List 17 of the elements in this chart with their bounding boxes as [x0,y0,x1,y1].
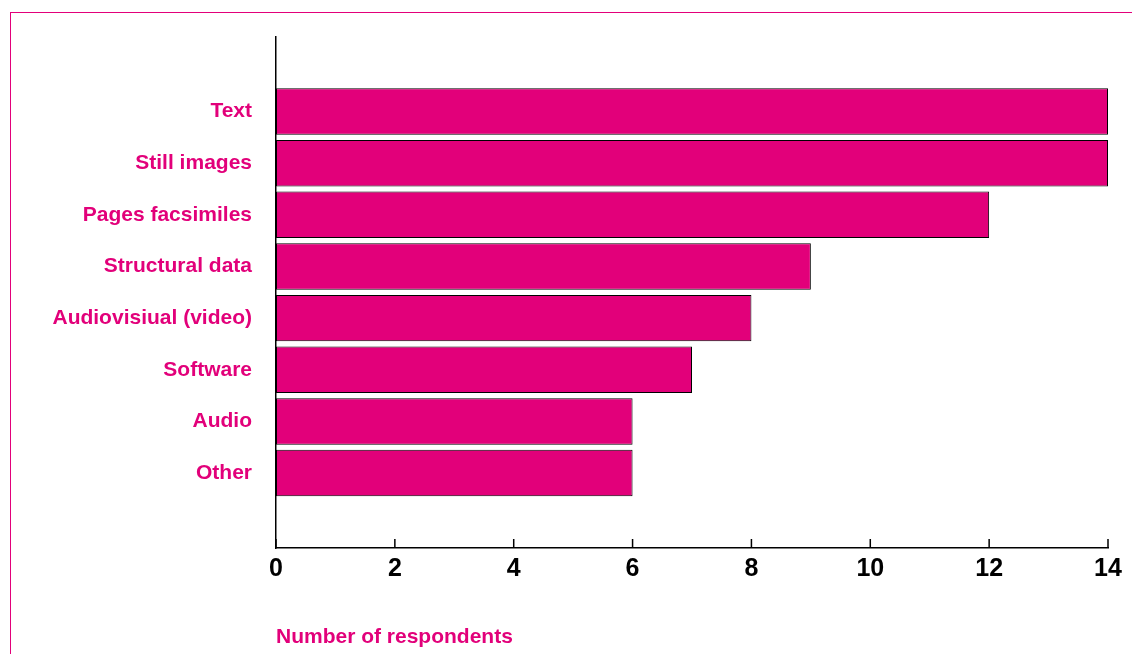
y-tick-label: Still images [135,149,252,173]
y-tick-label: Structural data [103,253,253,277]
x-tick-label: 10 [856,552,885,581]
x-tick-label: 6 [625,552,640,581]
x-tick-label: 4 [506,552,521,581]
y-tick-label: Other [195,459,252,483]
y-tick-label: Audio [192,408,252,432]
x-tick-label: 14 [1094,552,1122,581]
y-tick-label: Audiovisiual (video) [52,304,252,328]
y-tick-label: Pages facsimiles [82,201,252,225]
y-tick-label: Software [163,356,252,380]
y-tick-label: Text [210,98,252,122]
x-tick-label: 0 [269,552,283,581]
x-axis-title: Number of respondents [276,624,513,648]
x-tick-label: 12 [975,552,1004,581]
x-tick-label: 2 [387,552,402,581]
x-tick-label: 8 [744,552,759,581]
